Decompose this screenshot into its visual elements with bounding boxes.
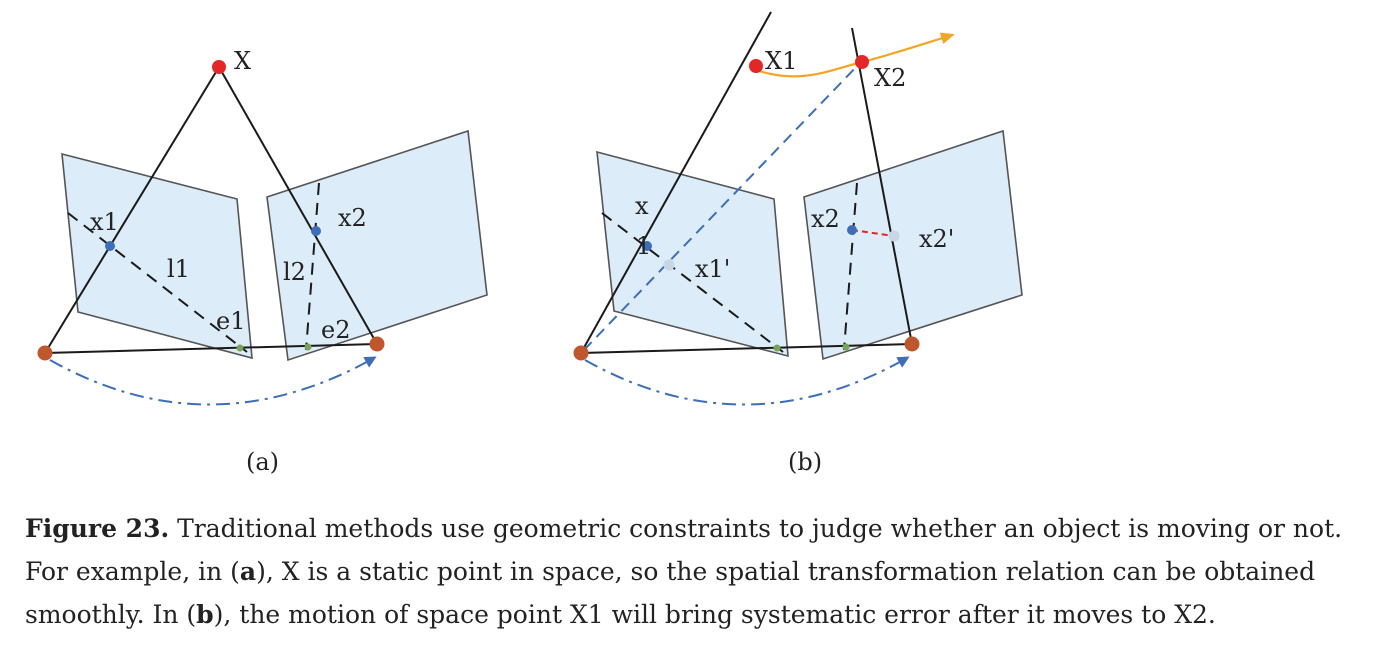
reprojected-point-x1p — [663, 259, 675, 271]
world-point-X2 — [855, 55, 869, 69]
label-X: X — [234, 47, 251, 75]
epipolar-line-l2 — [305, 182, 320, 351]
image-plane-right — [266, 129, 488, 362]
epipole-e2 — [304, 343, 312, 351]
caption-ref-a: a — [239, 557, 257, 586]
world-point-X1 — [749, 59, 763, 73]
ray-camera1-to-X — [44, 66, 220, 354]
figure-number: Figure 23. — [25, 514, 170, 543]
camera-motion-arc — [49, 356, 377, 406]
label-1: 1 — [636, 232, 651, 260]
subfigure-label-b: (b) — [788, 448, 822, 476]
image-point-x1 — [105, 241, 115, 251]
baseline — [580, 343, 913, 354]
panel-b: X1 X2 x 1 x1' x2 x2' (b) — [573, 11, 1023, 476]
caption-text-3: ), the motion of space point X1 will bri… — [213, 600, 1216, 629]
figure-caption: Figure 23. Traditional methods use geome… — [25, 507, 1385, 636]
ray-camera1-to-X2 — [583, 62, 861, 351]
camera-center-2 — [369, 336, 385, 352]
label-l2: l2 — [283, 258, 306, 286]
epipolar-line-left — [601, 212, 784, 353]
label-X2: X2 — [874, 64, 906, 92]
label-e2: e2 — [321, 316, 350, 344]
panel-a: X x1 x2 l1 l2 e1 e2 (a) — [37, 47, 488, 476]
subfigure-label-a: (a) — [246, 448, 279, 476]
caption-text-1: Traditional methods use geometric constr… — [25, 514, 1343, 586]
epipolar-line-right — [843, 182, 858, 351]
image-plane-left — [596, 150, 789, 358]
ray-camera1-to-X1 — [580, 11, 772, 354]
camera-center-1 — [37, 345, 53, 361]
label-l1: l1 — [167, 255, 190, 283]
caption-ref-b: b — [196, 600, 214, 629]
image-point-x — [642, 241, 652, 251]
camera-center-1 — [573, 345, 589, 361]
label-x1: x1 — [90, 208, 119, 236]
world-point-X — [212, 60, 226, 74]
label-x2: x2 — [811, 205, 840, 233]
label-x2: x2 — [338, 204, 367, 232]
label-x1-prime: x1' — [695, 255, 730, 283]
label-x2-prime: x2' — [919, 225, 954, 253]
image-plane-right — [803, 129, 1023, 361]
camera-motion-arc — [584, 356, 910, 406]
image-plane-left — [61, 152, 253, 360]
image-point-x2 — [847, 225, 857, 235]
image-point-x2 — [311, 226, 321, 236]
epipole-left — [773, 344, 781, 352]
reprojection-error-line — [851, 229, 895, 237]
epipolar-line-l1 — [67, 212, 248, 353]
ray-camera2-to-X2 — [851, 27, 913, 345]
caption-text-2: ), X is a static point in space, so the … — [25, 557, 1316, 629]
reprojected-point-x2p — [888, 230, 900, 242]
label-X1: X1 — [765, 47, 797, 75]
label-x: x — [635, 192, 649, 220]
epipolar-geometry-figure: X x1 x2 l1 l2 e1 e2 (a) X1 X2 x — [37, 11, 1023, 476]
epipole-right — [842, 343, 850, 351]
baseline — [44, 343, 378, 354]
ray-camera2-to-X — [218, 66, 378, 345]
epipole-e1 — [236, 344, 244, 352]
camera-center-2 — [904, 336, 920, 352]
label-e1: e1 — [216, 307, 245, 335]
